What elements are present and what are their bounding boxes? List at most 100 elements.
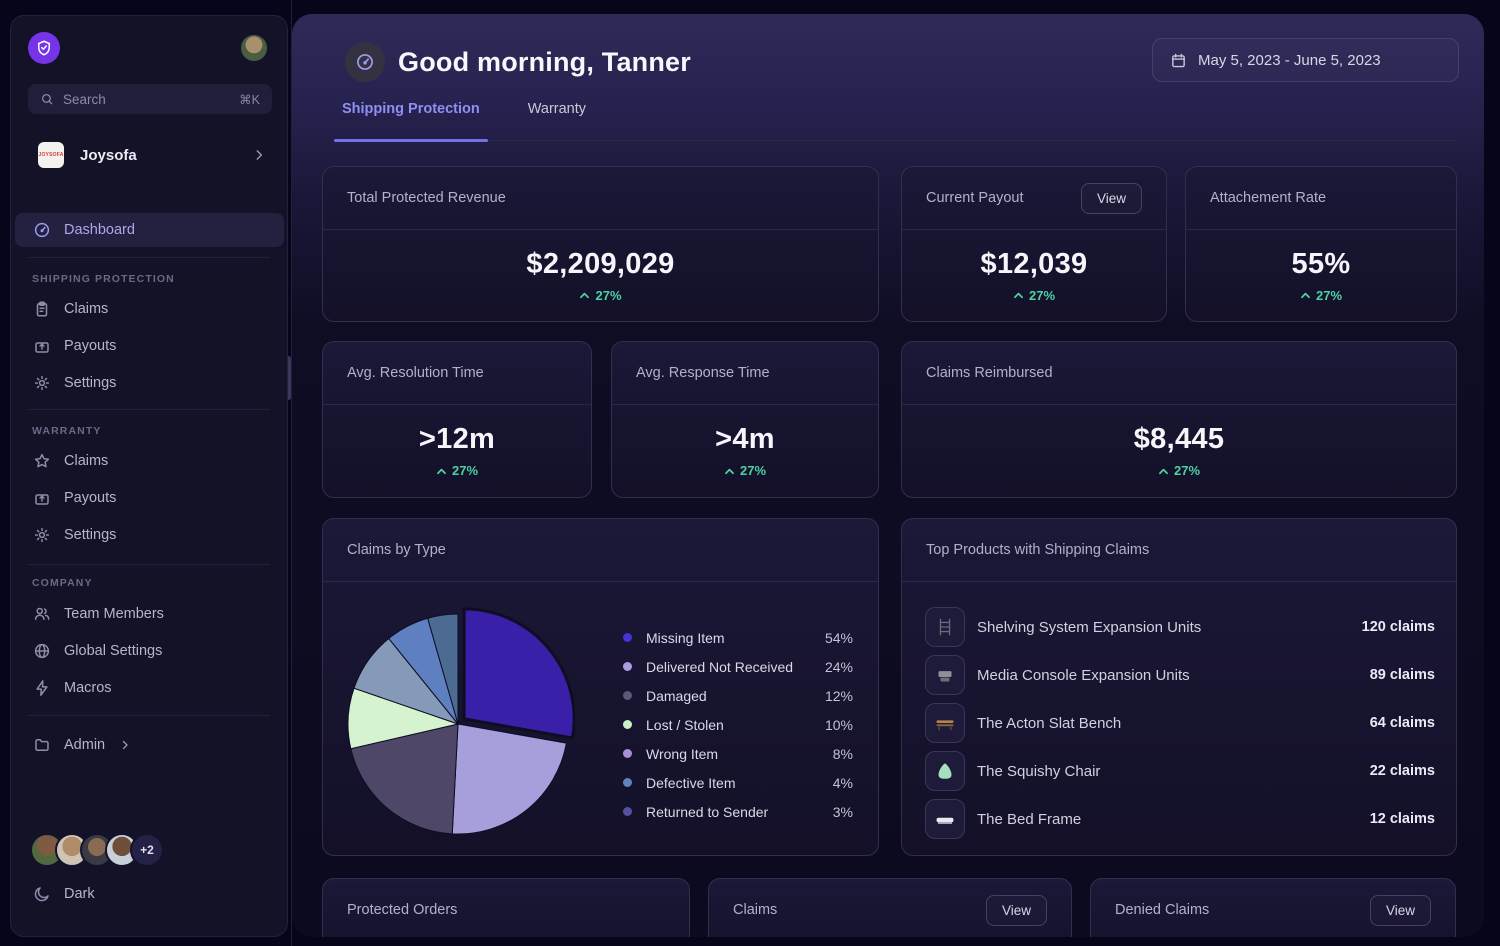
- sidebar-resize-handle[interactable]: [286, 356, 291, 400]
- theme-toggle-dark[interactable]: Dark: [15, 877, 284, 911]
- chevron-up-icon: [579, 291, 590, 299]
- card-title: Protected Orders: [347, 902, 458, 918]
- stat-value: $12,039: [980, 247, 1088, 280]
- section-title-warranty: WARRANTY: [32, 425, 102, 437]
- product-thumbnail-bed-frame: [925, 799, 965, 839]
- stat-delta: 27%: [579, 288, 622, 303]
- greeting-gauge-icon: [345, 42, 385, 82]
- card-protected-orders: Protected Orders: [322, 878, 690, 937]
- folder-icon: [33, 736, 51, 754]
- sidebar-item-label: Settings: [64, 527, 117, 543]
- stat-value: $2,209,029: [526, 247, 675, 280]
- sidebar-item-label: Dashboard: [64, 222, 135, 238]
- stat-value: >12m: [418, 423, 496, 455]
- sidebar-item-label: Settings: [64, 375, 117, 391]
- sidebar-item-warranty-payouts[interactable]: Payouts: [15, 481, 284, 515]
- sidebar-item-admin[interactable]: Admin: [15, 728, 284, 762]
- legend-item: Wrong Item 8%: [623, 739, 853, 768]
- legend-item: Defective Item 4%: [623, 768, 853, 797]
- product-row[interactable]: The Squishy Chair 22 claims: [925, 747, 1435, 795]
- sidebar-item-shipping-claims[interactable]: Claims: [15, 292, 284, 326]
- view-payout-button[interactable]: View: [1080, 182, 1142, 214]
- pie-legend: Missing Item 54% Delivered Not Received 24…: [623, 623, 853, 826]
- sidebar-item-shipping-settings[interactable]: Settings: [15, 366, 284, 400]
- date-range-picker[interactable]: May 5, 2023 - June 5, 2023: [1152, 38, 1459, 82]
- card-title: Top Products with Shipping Claims: [926, 542, 1150, 558]
- sidebar-item-label: Team Members: [64, 606, 164, 622]
- main-panel: Good morning, Tanner May 5, 2023 - June …: [292, 14, 1484, 937]
- card-attachment-rate: Attachement Rate 55% 27%: [1185, 166, 1457, 322]
- search-icon: [40, 92, 54, 106]
- card-title: Claims Reimbursed: [926, 365, 1053, 381]
- brand-logo[interactable]: [28, 32, 60, 64]
- card-title: Denied Claims: [1115, 902, 1210, 918]
- card-total-protected-revenue: Total Protected Revenue $2,209,029 27%: [322, 166, 879, 322]
- sidebar-item-team-members[interactable]: Team Members: [15, 597, 284, 631]
- sidebar-item-label: Macros: [64, 680, 112, 696]
- product-row[interactable]: Shelving System Expansion Units 120 clai…: [925, 603, 1435, 651]
- org-switcher[interactable]: JOYSOFA Joysofa: [28, 136, 272, 174]
- legend-item: Delivered Not Received 24%: [623, 652, 853, 681]
- product-row[interactable]: The Acton Slat Bench 64 claims: [925, 699, 1435, 747]
- user-avatar[interactable]: [241, 35, 267, 61]
- product-thumbnail-bench: [925, 703, 965, 743]
- product-thumbnail-shelving: [925, 607, 965, 647]
- chevron-up-icon: [1013, 291, 1024, 299]
- legend-item: Missing Item 54%: [623, 623, 853, 652]
- stat-delta: 27%: [1300, 288, 1342, 303]
- product-claims-count: 120 claims: [1361, 619, 1435, 635]
- search-input[interactable]: Search ⌘K: [28, 84, 272, 114]
- sidebar-item-label: Admin: [64, 737, 106, 753]
- product-row[interactable]: The Bed Frame 12 claims: [925, 795, 1435, 843]
- stat-delta: 27%: [1013, 288, 1055, 303]
- legend-item: Returned to Sender 3%: [623, 797, 853, 826]
- team-avatar-stack[interactable]: +2: [30, 833, 164, 867]
- tab-warranty[interactable]: Warranty: [527, 101, 587, 117]
- divider: [28, 715, 270, 716]
- sidebar-item-label: Payouts: [64, 490, 117, 506]
- tab-shipping-protection[interactable]: Shipping Protection: [334, 93, 488, 142]
- card-claims: Claims View: [708, 878, 1072, 937]
- sidebar-item-dashboard[interactable]: Dashboard: [15, 213, 284, 247]
- legend-dot: [623, 807, 632, 816]
- card-title: Avg. Response Time: [636, 365, 770, 381]
- product-thumbnail-squishy-chair: [925, 751, 965, 791]
- payout-icon: [33, 337, 51, 355]
- globe-icon: [33, 642, 51, 660]
- gear-icon: [33, 374, 51, 392]
- sidebar-item-warranty-claims[interactable]: Claims: [15, 444, 284, 478]
- legend-dot: [623, 691, 632, 700]
- sidebar-item-macros[interactable]: Macros: [15, 671, 284, 705]
- product-name: The Squishy Chair: [977, 762, 1101, 780]
- sidebar-item-global-settings[interactable]: Global Settings: [15, 634, 284, 668]
- sidebar: Search ⌘K JOYSOFA Joysofa Dashboard SHIP…: [10, 15, 288, 937]
- stat-delta: 27%: [436, 463, 478, 478]
- sidebar-item-label: Global Settings: [64, 643, 163, 659]
- zap-icon: [33, 679, 51, 697]
- sidebar-item-label: Claims: [64, 453, 109, 469]
- view-denied-claims-button[interactable]: View: [1369, 894, 1431, 926]
- view-claims-button[interactable]: View: [985, 894, 1047, 926]
- product-name: The Acton Slat Bench: [977, 714, 1122, 732]
- sidebar-item-shipping-payouts[interactable]: Payouts: [15, 329, 284, 363]
- product-claims-count: 64 claims: [1369, 715, 1435, 731]
- card-title: Attachement Rate: [1210, 190, 1327, 206]
- product-claims-count: 89 claims: [1369, 667, 1435, 683]
- product-thumbnail-media-console: [925, 655, 965, 695]
- sidebar-main-divider: [291, 0, 292, 946]
- payout-icon: [33, 489, 51, 507]
- page-title: Good morning, Tanner: [398, 47, 691, 77]
- product-row[interactable]: Media Console Expansion Units 89 claims: [925, 651, 1435, 699]
- card-title: Avg. Resolution Time: [347, 365, 484, 381]
- org-logo: JOYSOFA: [38, 142, 64, 168]
- star-icon: [33, 452, 51, 470]
- product-name: Shelving System Expansion Units: [977, 618, 1202, 636]
- legend-dot: [623, 662, 632, 671]
- chevron-up-icon: [1300, 291, 1311, 299]
- product-claims-count: 12 claims: [1369, 811, 1435, 827]
- chevron-up-icon: [436, 467, 447, 475]
- tab-bar: Shipping Protection Warranty: [334, 93, 1457, 142]
- sidebar-item-warranty-settings[interactable]: Settings: [15, 518, 284, 552]
- divider: [28, 257, 270, 258]
- product-name: The Bed Frame: [977, 810, 1082, 828]
